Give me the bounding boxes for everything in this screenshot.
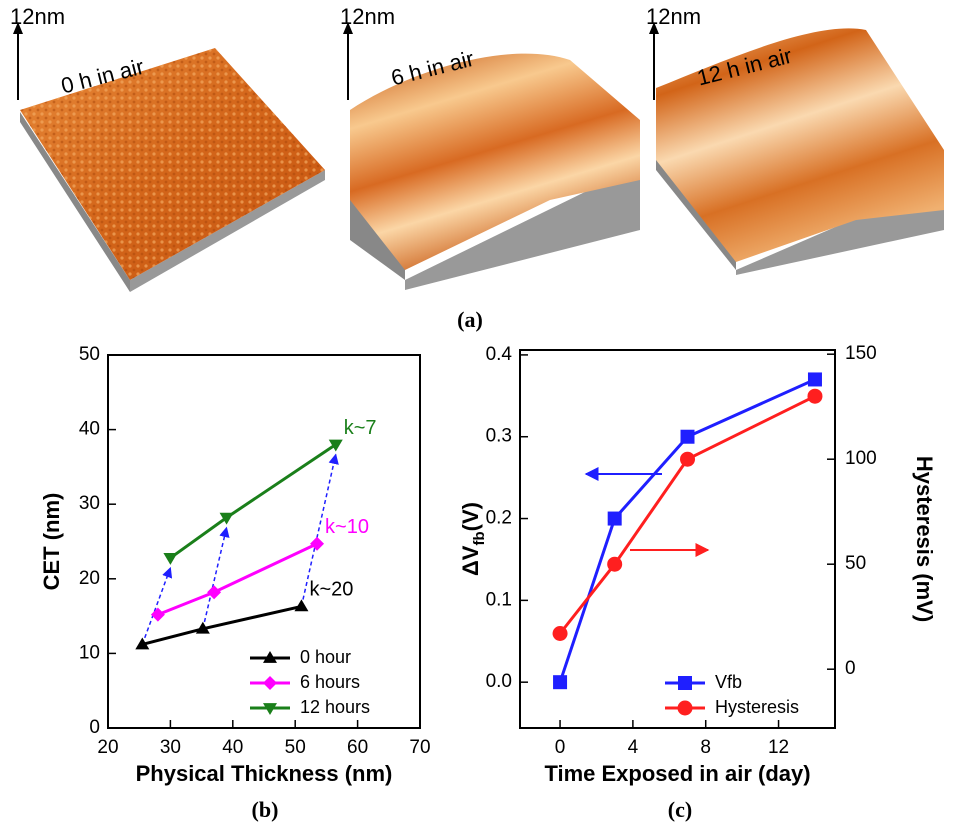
y-tick-label: 0.2: [486, 508, 512, 529]
marker: [207, 585, 221, 599]
x-tick-label: 8: [700, 737, 711, 758]
series-line: [560, 379, 815, 682]
x-tick-label: 20: [97, 737, 118, 758]
x-tick-label: 0: [555, 737, 566, 758]
chart: 0 4 8 12 0.0 0.1 0.2 0.3 0.4 0 50 100 150 Time Expose…: [458, 343, 937, 822]
y-tick-label: 50: [79, 344, 100, 365]
marker: [310, 537, 324, 551]
legend-label: 12 hours: [300, 697, 370, 717]
x-tick-label: 50: [285, 737, 306, 758]
marker: [807, 389, 822, 404]
y2-axis-title: Hysteresis (mV): [912, 456, 937, 622]
marker: [808, 372, 822, 386]
afm-scale: 12nm: [10, 4, 65, 29]
marker: [329, 440, 343, 452]
y-axis-title-part: ΔV: [458, 545, 483, 576]
y-tick-label: 0.4: [486, 344, 513, 365]
afm-scale: 12nm: [646, 4, 701, 29]
x-tick-label: 30: [160, 737, 181, 758]
figure: 12nm 0 h in air 12nm 6 h in air 12nm 12 …: [0, 0, 953, 830]
legend-marker: [263, 676, 277, 690]
y-tick-label: 0.0: [486, 671, 512, 692]
legend-label: Hysteresis: [715, 697, 799, 717]
x-tick-label: 12: [768, 737, 789, 758]
y-axis-title-part: (V): [458, 502, 483, 531]
x-axis-title: Time Exposed in air (day): [544, 761, 810, 786]
afm-image: 12nm 12 h in air: [646, 4, 944, 275]
y-tick-label: 0: [89, 717, 100, 738]
y-tick-label: 0.1: [486, 589, 512, 610]
marker: [608, 512, 622, 526]
legend-label: Vfb: [715, 672, 742, 692]
marker: [607, 557, 622, 572]
marker: [294, 599, 308, 611]
y-tick-label: 20: [79, 568, 100, 589]
plot-frame: [520, 350, 835, 728]
legend-label: 0 hour: [300, 647, 351, 667]
y2-tick-label: 50: [845, 553, 866, 574]
caption: (c): [668, 797, 692, 822]
marker: [553, 626, 568, 641]
chart: 20 30 40 50 60 70 0 10 20 30 40 50 Physical Thicknes…: [39, 344, 431, 822]
caption: (b): [252, 797, 279, 822]
x-axis-title: Physical Thickness (nm): [136, 761, 393, 786]
plot-frame: [108, 355, 420, 728]
y-tick-label: 10: [79, 642, 100, 663]
y-tick-label: 30: [79, 493, 100, 514]
afm-image: 12nm 0 h in air: [10, 4, 325, 292]
series-line: [158, 544, 317, 615]
y2-tick-label: 0: [845, 658, 856, 679]
series-line: [170, 445, 335, 558]
legend-label: 6 hours: [300, 672, 360, 692]
x-tick-label: 4: [628, 737, 639, 758]
marker: [553, 675, 567, 689]
y2-tick-label: 100: [845, 448, 877, 469]
legend-marker: [678, 676, 692, 690]
series-annotation: k~10: [325, 516, 369, 538]
marker: [680, 452, 695, 467]
y-tick-label: 0.3: [486, 426, 512, 447]
series-annotation: k~7: [344, 417, 377, 439]
shift-arrow: [142, 568, 170, 645]
series-annotation: k~20: [309, 579, 353, 601]
y-axis-title-part: fb: [471, 531, 488, 545]
y-tick-label: 40: [79, 419, 100, 440]
x-tick-label: 40: [222, 737, 243, 758]
x-tick-label: 70: [409, 737, 430, 758]
y-axis-title: CET (nm): [39, 493, 64, 591]
afm-image: 12nm 6 h in air: [340, 4, 640, 290]
afm-scale: 12nm: [340, 4, 395, 29]
y2-tick-label: 150: [845, 343, 877, 364]
x-tick-label: 60: [347, 737, 368, 758]
marker: [681, 430, 695, 444]
shift-arrow: [203, 528, 227, 629]
marker: [163, 553, 177, 565]
legend-marker: [678, 701, 693, 716]
caption: (a): [457, 307, 483, 332]
marker: [151, 608, 165, 622]
y-axis-title: ΔVfb(V): [458, 502, 489, 576]
